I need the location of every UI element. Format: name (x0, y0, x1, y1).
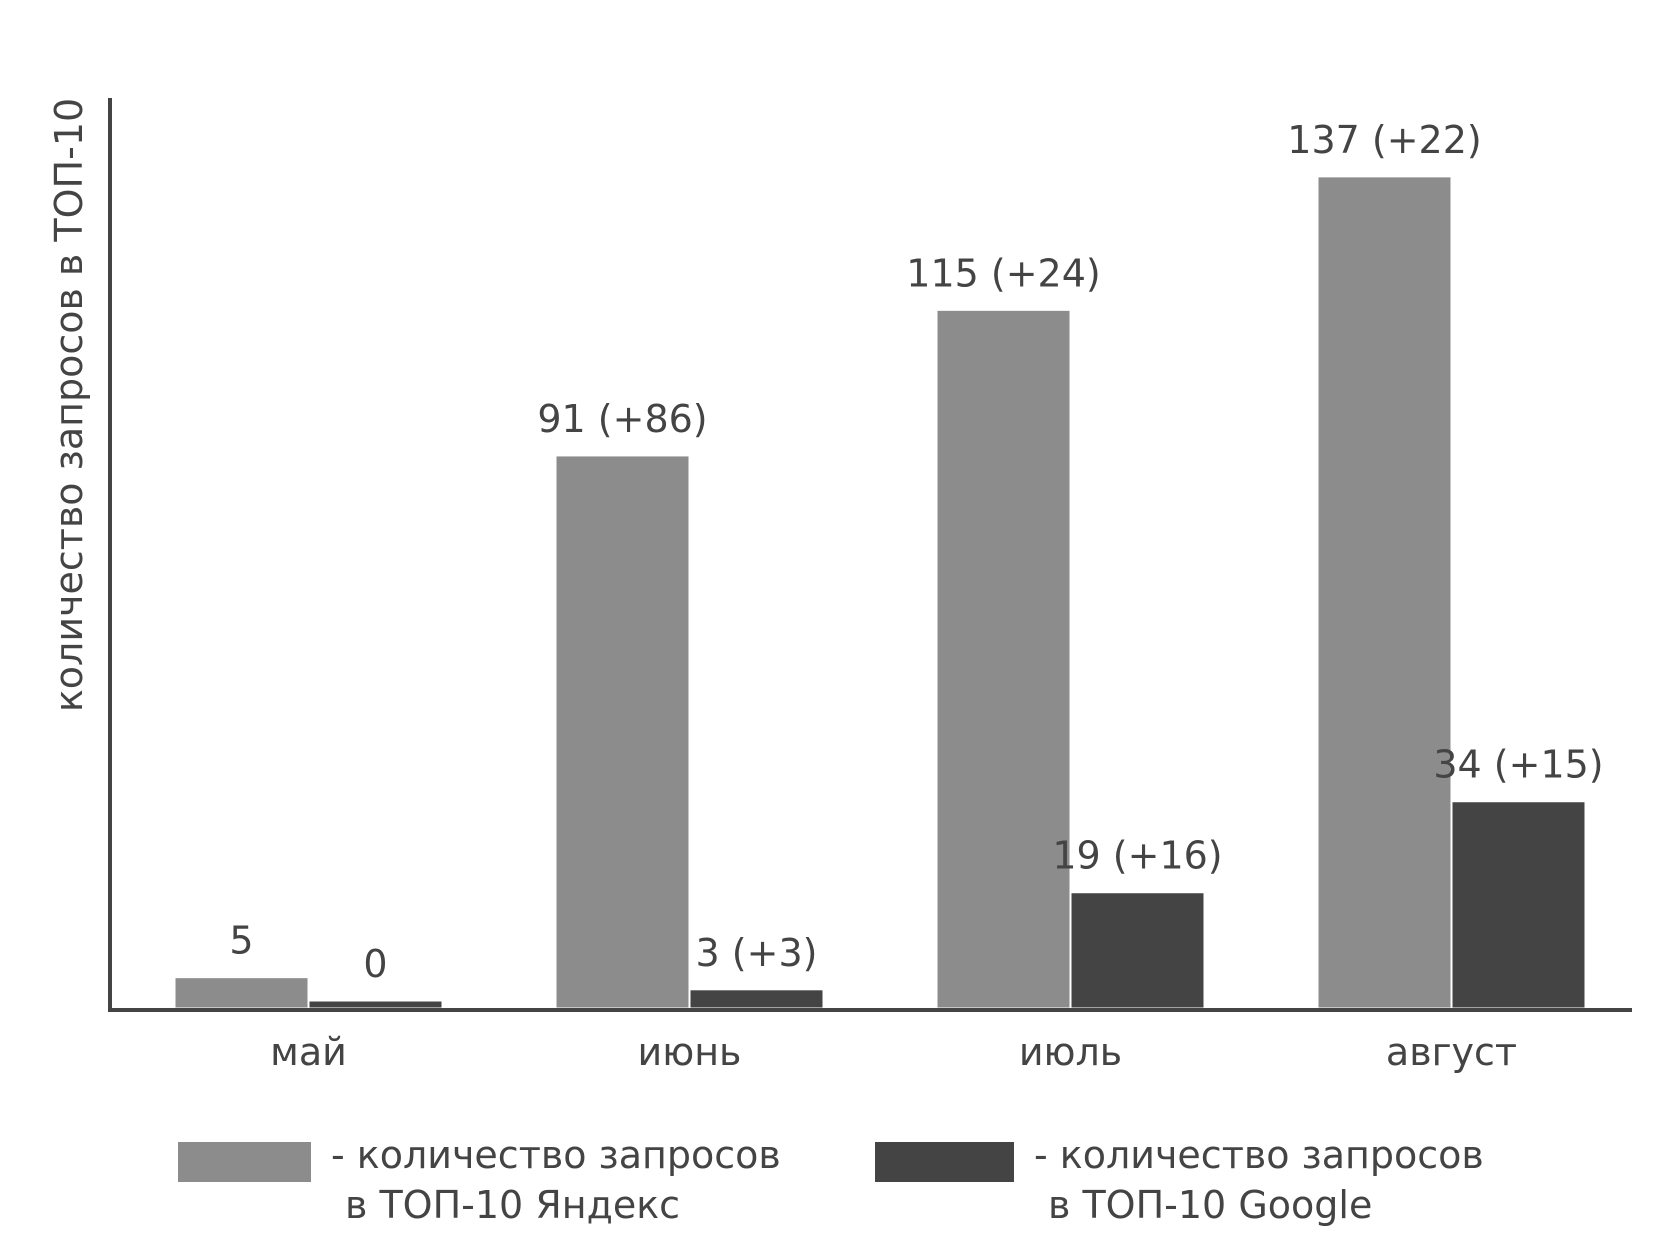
bar-series-2-3 (1451, 801, 1586, 1009)
data-label-series-2-3: 34 (+15) (1433, 743, 1603, 787)
bar-series-1-1 (555, 455, 690, 1009)
legend-swatch-1 (178, 1142, 311, 1182)
data-label-series-1-3: 137 (+22) (1287, 118, 1481, 162)
y-axis-label: количество запросов в ТОП-10 (47, 98, 91, 712)
bar-series-1-3 (1317, 176, 1452, 1009)
legend-label-2-line-1: - количество запросов (1034, 1133, 1484, 1177)
x-tick-label-0: май (270, 1030, 347, 1074)
data-label-series-1-1: 91 (+86) (537, 397, 707, 441)
x-tick-label-1: июнь (638, 1030, 742, 1074)
bar-series-2-1 (689, 989, 824, 1009)
bar-series-1-0 (174, 977, 309, 1009)
data-label-series-2-1: 3 (+3) (696, 931, 818, 975)
legend-swatch-2 (875, 1142, 1014, 1182)
legend-label-2-line-2: в ТОП-10 Google (1048, 1183, 1372, 1227)
data-label-series-2-2: 19 (+16) (1052, 834, 1222, 878)
legend-label-1-line-2: в ТОП-10 Яндекс (345, 1183, 680, 1227)
x-tick-label-2: июль (1019, 1030, 1122, 1074)
data-labels-layer: 5 0 91 (+86) 3 (+3) 115 (+24) 19 (+16) 137 (+2… (229, 118, 1603, 986)
data-label-series-1-2: 115 (+24) (906, 251, 1100, 295)
legend: - количество запросов в ТОП-10 Яндекс - ко… (178, 1133, 1484, 1227)
bar-series-2-0 (308, 1000, 443, 1009)
legend-label-1-line-1: - количество запросов (331, 1133, 781, 1177)
data-label-series-2-0: 0 (363, 942, 387, 986)
x-tick-labels: май июнь июль август (270, 1030, 1517, 1074)
bar-series-1-2 (936, 309, 1071, 1009)
bar-series-2-2 (1070, 892, 1205, 1009)
bars-layer (174, 176, 1586, 1009)
data-label-series-1-0: 5 (229, 919, 253, 963)
x-tick-label-3: август (1386, 1030, 1517, 1074)
